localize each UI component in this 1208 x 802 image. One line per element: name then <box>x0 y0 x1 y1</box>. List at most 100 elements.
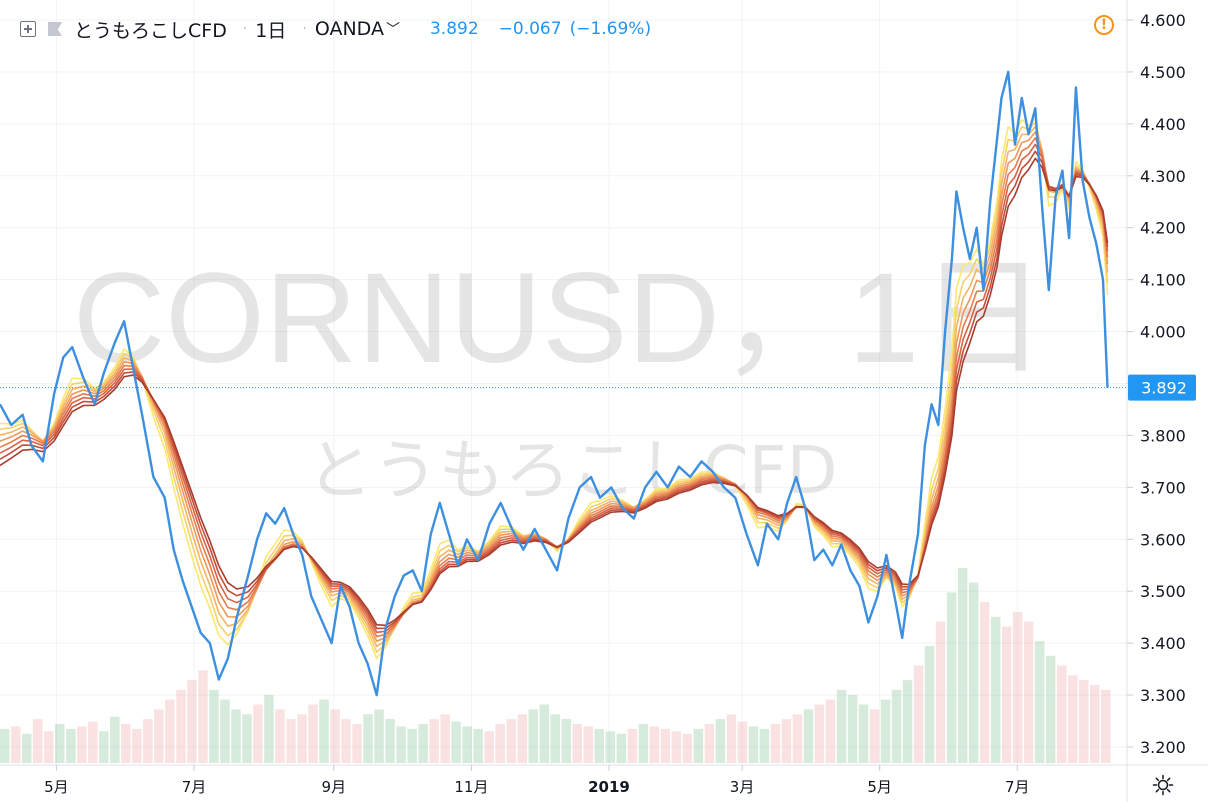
volume-bar <box>286 719 296 763</box>
x-tick-label: 9月 <box>322 778 347 796</box>
volume-bar <box>363 714 373 764</box>
volume-bar <box>110 716 120 763</box>
volume-bar <box>341 719 351 763</box>
volume-bar <box>605 731 615 763</box>
volume-bar <box>484 731 494 763</box>
price-change-value: −0.067 <box>498 19 562 39</box>
x-tick-label: 5月 <box>867 778 892 796</box>
price-axis[interactable]: 4.6004.5004.4004.3004.2004.1004.0003.900… <box>1127 11 1186 757</box>
volume-bar <box>99 731 109 763</box>
volume-bar <box>715 719 726 763</box>
volume-bar <box>638 724 649 763</box>
volume-bar <box>825 699 836 763</box>
volume-bar <box>517 714 527 764</box>
volume-bar <box>198 670 208 763</box>
y-tick-label: 3.700 <box>1140 478 1186 497</box>
moving-average-line <box>0 137 1109 638</box>
x-tick-label: 7月 <box>182 778 207 796</box>
volume-bar <box>748 726 759 763</box>
volume-bar <box>957 568 968 763</box>
y-tick-label: 3.400 <box>1140 634 1186 653</box>
volume-bar <box>935 621 946 763</box>
price-line <box>0 70 1109 697</box>
exchange-label[interactable]: OANDA <box>314 18 384 40</box>
alert-icon[interactable]: ! <box>1094 15 1114 35</box>
volume-bar <box>242 714 252 764</box>
volume-bar <box>726 714 737 764</box>
volume-bar <box>616 733 627 764</box>
volume-bar <box>1034 641 1045 763</box>
volume-bar <box>550 714 560 764</box>
volume-bar <box>924 646 935 763</box>
volume-bar <box>187 680 197 763</box>
y-tick-label: 3.800 <box>1140 426 1186 445</box>
volume-bar <box>792 714 803 764</box>
y-tick-label: 4.500 <box>1140 63 1186 82</box>
volume-bar <box>407 728 417 763</box>
volume-bar <box>77 726 87 763</box>
x-tick-label: 3月 <box>730 778 755 796</box>
volume-bar <box>385 719 395 763</box>
volume-bar <box>968 582 979 763</box>
moving-average-ribbon <box>0 118 1109 660</box>
chevron-down-icon[interactable]: ﹀ <box>385 22 400 38</box>
volume-histogram <box>0 568 1111 764</box>
volume-bar <box>682 733 693 764</box>
moving-average-line <box>0 125 1109 648</box>
volume-bar <box>814 704 825 763</box>
volume-bar <box>627 728 638 763</box>
volume-bar <box>495 724 505 763</box>
volume-bar <box>737 721 748 763</box>
volume-bar <box>132 728 142 763</box>
volume-bar <box>209 689 219 763</box>
volume-bar <box>275 709 285 763</box>
moving-average-line <box>0 121 1109 653</box>
volume-bar <box>451 721 461 763</box>
volume-bar <box>1101 689 1111 763</box>
volume-bar <box>352 724 362 763</box>
y-tick-label: 3.500 <box>1140 582 1186 601</box>
x-tick-label: 2019 <box>588 778 630 796</box>
volume-bar <box>759 728 770 763</box>
y-tick-label: 4.400 <box>1140 115 1186 134</box>
y-tick-label: 4.300 <box>1140 167 1186 186</box>
moving-average-line <box>0 157 1109 627</box>
symbol-description[interactable]: とうもろこしCFD <box>74 19 227 42</box>
volume-bar <box>66 728 76 763</box>
volume-bar <box>836 689 847 763</box>
volume-bar <box>660 728 671 763</box>
volume-bar <box>539 704 549 763</box>
volume-bar <box>55 724 65 763</box>
interval-label[interactable]: 1日 <box>255 19 287 42</box>
volume-bar <box>440 714 450 764</box>
y-tick-label: 4.200 <box>1140 219 1186 238</box>
volume-bar <box>462 726 472 763</box>
volume-bar <box>143 719 153 763</box>
flag-icon[interactable] <box>48 22 62 36</box>
volume-bar <box>1090 685 1100 763</box>
volume-bar <box>704 724 715 763</box>
volume-bar <box>22 733 32 764</box>
volume-bar <box>154 709 164 763</box>
x-tick-label: 5月 <box>44 778 69 796</box>
moving-average-line <box>0 118 1109 660</box>
y-tick-label: 3.300 <box>1140 686 1186 705</box>
watermark-symbol: CORNUSD，1日 <box>73 247 1047 390</box>
volume-bar <box>1023 621 1034 763</box>
volume-bar <box>1068 675 1078 764</box>
volume-bar <box>528 709 538 763</box>
volume-bar <box>990 616 1001 764</box>
volume-bar <box>253 704 263 763</box>
add-symbol-icon[interactable] <box>20 21 36 37</box>
volume-bar <box>396 726 406 763</box>
volume-bar <box>44 731 54 763</box>
volume-bar <box>649 726 660 763</box>
volume-bar <box>572 724 582 763</box>
volume-bar <box>1057 665 1067 763</box>
price-series <box>0 70 1109 697</box>
last-price-badge-background <box>1128 374 1196 401</box>
time-axis[interactable]: 5月 7月 9月 11月 2019 3月 5月 7月 <box>44 765 1030 796</box>
volume-bar <box>165 699 175 763</box>
settings-gear-icon[interactable] <box>1152 774 1174 796</box>
